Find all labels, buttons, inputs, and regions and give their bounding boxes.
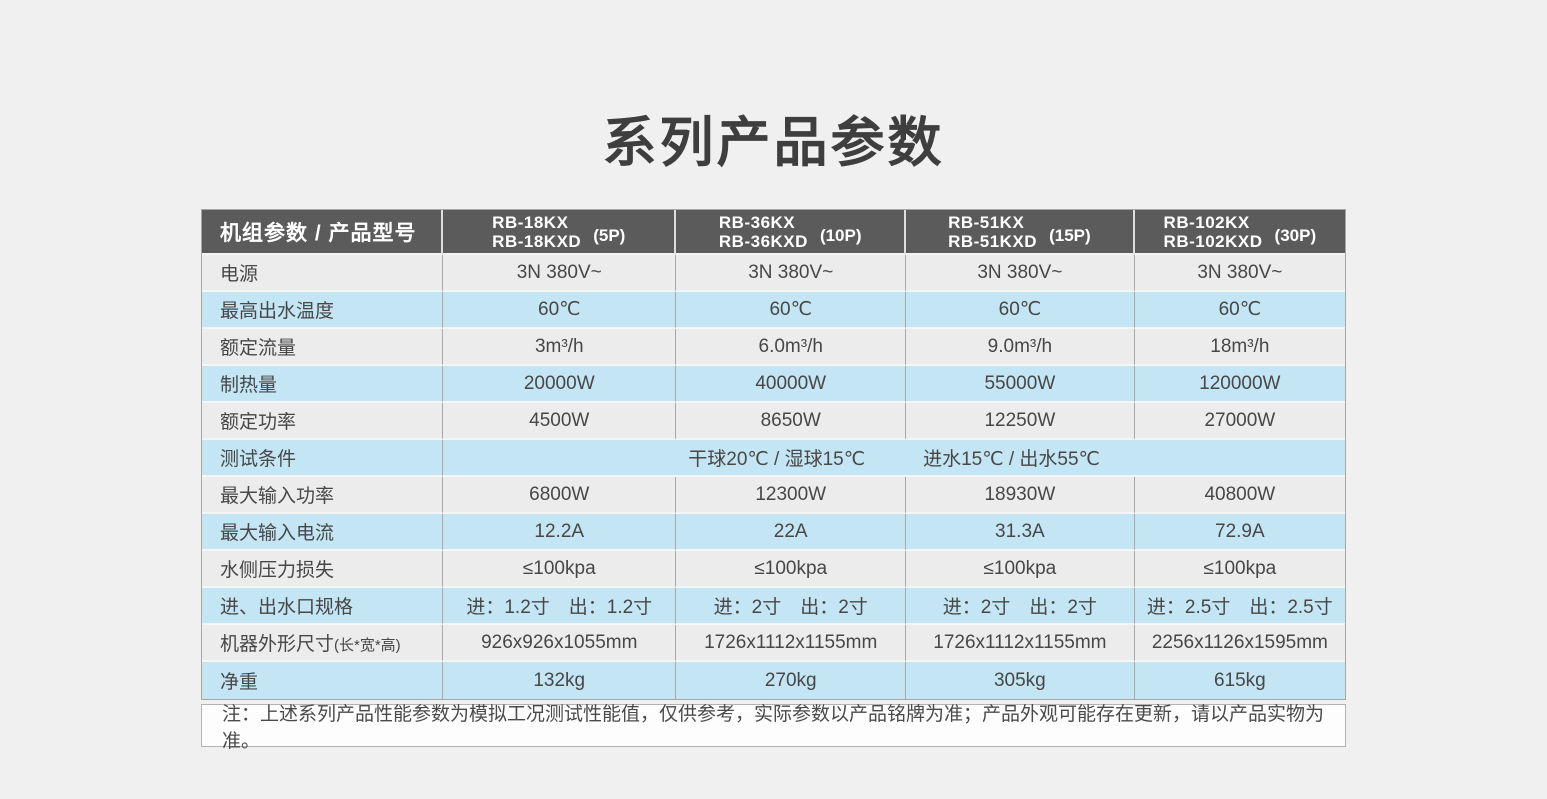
value-cell: 3N 380V~	[676, 255, 907, 292]
param-label: 最大输入功率	[202, 477, 444, 514]
table-row-net-weight: 净重 132kg 270kg 305kg 615kg	[202, 662, 1345, 699]
spec-table-wrap: 机组参数 / 产品型号 RB-18KX RB-18KXD (5P)	[201, 209, 1346, 752]
model-name-line2: RB-51KXD	[948, 231, 1038, 251]
spec-table: 机组参数 / 产品型号 RB-18KX RB-18KXD (5P)	[201, 209, 1346, 700]
test-condition-air: 干球20℃ / 湿球15℃	[688, 449, 866, 470]
merged-value-cell: 干球20℃ / 湿球15℃ 进水15℃ / 出水55℃	[443, 440, 1345, 477]
param-label: 进、出水口规格	[202, 588, 444, 625]
value-cell: 270kg	[676, 662, 907, 699]
value-cell: 3m³/h	[443, 329, 677, 366]
table-row-max-outlet-temp: 最高出水温度 60℃ 60℃ 60℃ 60℃	[202, 292, 1345, 329]
value-cell: 31.3A	[906, 514, 1135, 551]
value-cell: ≤100kpa	[906, 551, 1135, 588]
value-cell: 120000W	[1134, 366, 1345, 403]
model-header-rb36: RB-36KX RB-36KXD (10P)	[676, 210, 907, 255]
param-label-text: 机器外形尺寸	[220, 634, 335, 655]
table-row-heating-capacity: 制热量 20000W 40000W 55000W 120000W	[202, 366, 1345, 403]
table-row-max-input-power: 最大输入功率 6800W 12300W 18930W 40800W	[202, 477, 1345, 514]
param-label: 最大输入电流	[202, 514, 444, 551]
model-name-line1: RB-18KX	[492, 212, 569, 232]
model-name-line2: RB-102KXD	[1163, 231, 1263, 251]
param-label: 测试条件	[202, 440, 444, 477]
value-cell: ≤100kpa	[443, 551, 677, 588]
param-label: 机器外形尺寸(长*宽*高)	[202, 625, 444, 662]
table-row-water-pressure-loss: 水侧压力损失 ≤100kpa ≤100kpa ≤100kpa ≤100kpa	[202, 551, 1345, 588]
model-hp-badge: (30P)	[1274, 225, 1317, 245]
value-cell: 进：2.5寸 出：2.5寸	[1134, 588, 1345, 625]
model-header-rb51: RB-51KX RB-51KXD (15P)	[906, 210, 1135, 255]
value-cell: 2256x1126x1595mm	[1134, 625, 1345, 662]
value-cell: 进：1.2寸 出：1.2寸	[443, 588, 677, 625]
value-cell: 进：2寸 出：2寸	[906, 588, 1135, 625]
param-label: 水侧压力损失	[202, 551, 444, 588]
model-hp-badge: (5P)	[593, 225, 626, 245]
value-cell: ≤100kpa	[676, 551, 907, 588]
value-cell: 72.9A	[1134, 514, 1345, 551]
model-name-line1: RB-36KX	[718, 212, 796, 232]
table-row-test-conditions: 测试条件 干球20℃ / 湿球15℃ 进水15℃ / 出水55℃	[202, 440, 1345, 477]
value-cell: 305kg	[906, 662, 1135, 699]
model-name-line1: RB-102KX	[1163, 212, 1250, 232]
value-cell: 132kg	[443, 662, 677, 699]
value-cell: 20000W	[443, 366, 677, 403]
value-cell: 22A	[676, 514, 907, 551]
value-cell: 12.2A	[443, 514, 677, 551]
value-cell: ≤100kpa	[1134, 551, 1345, 588]
value-cell: 18930W	[906, 477, 1135, 514]
model-name-line2: RB-36KXD	[718, 231, 808, 251]
table-row-power-supply: 电源 3N 380V~ 3N 380V~ 3N 380V~ 3N 380V~	[202, 255, 1345, 292]
value-cell: 12300W	[676, 477, 907, 514]
value-cell: 60℃	[906, 292, 1135, 329]
param-label: 电源	[202, 255, 444, 292]
table-row-dimensions: 机器外形尺寸(长*宽*高) 926x926x1055mm 1726x1112x1…	[202, 625, 1345, 662]
table-row-inlet-outlet-spec: 进、出水口规格 进：1.2寸 出：1.2寸 进：2寸 出：2寸 进：2寸 出：2…	[202, 588, 1345, 625]
value-cell: 27000W	[1134, 403, 1345, 440]
table-row-rated-flow: 额定流量 3m³/h 6.0m³/h 9.0m³/h 18m³/h	[202, 329, 1345, 366]
value-cell: 12250W	[906, 403, 1135, 440]
param-model-header: 机组参数 / 产品型号	[202, 210, 444, 255]
model-hp-badge: (10P)	[819, 225, 862, 245]
value-cell: 926x926x1055mm	[443, 625, 677, 662]
test-condition-water: 进水15℃ / 出水55℃	[923, 449, 1100, 470]
model-hp-badge: (15P)	[1049, 225, 1091, 245]
param-label: 额定功率	[202, 403, 444, 440]
value-cell: 18m³/h	[1134, 329, 1345, 366]
value-cell: 6.0m³/h	[676, 329, 907, 366]
table-header-row: 机组参数 / 产品型号 RB-18KX RB-18KXD (5P)	[202, 210, 1345, 255]
param-label: 净重	[202, 662, 444, 699]
table-row-rated-power: 额定功率 4500W 8650W 12250W 27000W	[202, 403, 1345, 440]
model-header-rb102: RB-102KX RB-102KXD (30P)	[1134, 210, 1345, 255]
table-row-max-input-current: 最大输入电流 12.2A 22A 31.3A 72.9A	[202, 514, 1345, 551]
model-header-rb18: RB-18KX RB-18KXD (5P)	[443, 210, 677, 255]
value-cell: 60℃	[443, 292, 677, 329]
value-cell: 3N 380V~	[443, 255, 677, 292]
footnote-text: 注：上述系列产品性能参数为模拟工况测试性能值，仅供参考，实际参数以产品铭牌为准；…	[222, 703, 1325, 752]
value-cell: 1726x1112x1155mm	[676, 625, 907, 662]
value-cell: 40800W	[1134, 477, 1345, 514]
value-cell: 3N 380V~	[1134, 255, 1345, 292]
value-cell: 进：2寸 出：2寸	[676, 588, 907, 625]
value-cell: 9.0m³/h	[906, 329, 1135, 366]
footnote-box: 注：上述系列产品性能参数为模拟工况测试性能值，仅供参考，实际参数以产品铭牌为准；…	[201, 704, 1346, 752]
value-cell: 60℃	[1134, 292, 1345, 329]
param-label: 额定流量	[202, 329, 444, 366]
value-cell: 3N 380V~	[906, 255, 1135, 292]
page-title: 系列产品参数	[602, 113, 945, 173]
value-cell: 6800W	[443, 477, 677, 514]
value-cell: 8650W	[676, 403, 907, 440]
value-cell: 4500W	[443, 403, 677, 440]
value-cell: 60℃	[676, 292, 907, 329]
param-label: 制热量	[202, 366, 444, 403]
value-cell: 55000W	[906, 366, 1135, 403]
param-label-suffix: (长*宽*高)	[334, 637, 401, 654]
value-cell: 40000W	[676, 366, 907, 403]
model-name-line1: RB-51KX	[948, 212, 1025, 232]
value-cell: 615kg	[1134, 662, 1345, 699]
model-name-line2: RB-18KXD	[492, 231, 582, 251]
param-label: 最高出水温度	[202, 292, 444, 329]
value-cell: 1726x1112x1155mm	[906, 625, 1135, 662]
